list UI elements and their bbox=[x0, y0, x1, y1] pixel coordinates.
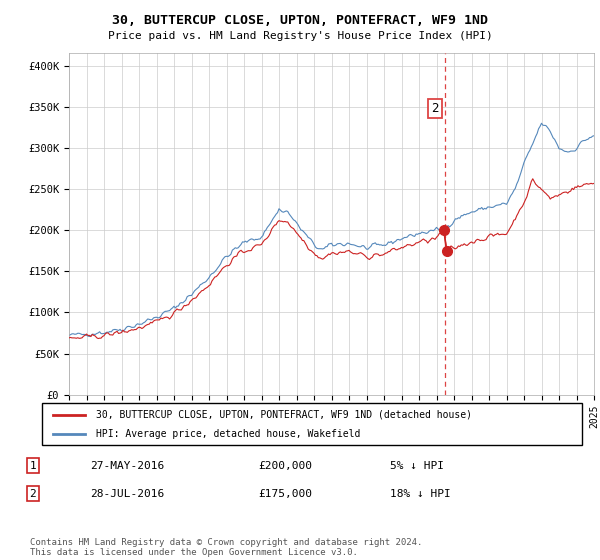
Text: £200,000: £200,000 bbox=[258, 461, 312, 471]
FancyBboxPatch shape bbox=[42, 403, 582, 445]
Text: 28-JUL-2016: 28-JUL-2016 bbox=[90, 489, 164, 499]
Text: 5% ↓ HPI: 5% ↓ HPI bbox=[390, 461, 444, 471]
Text: Contains HM Land Registry data © Crown copyright and database right 2024.
This d: Contains HM Land Registry data © Crown c… bbox=[30, 538, 422, 557]
Text: 2: 2 bbox=[29, 489, 37, 499]
Text: Price paid vs. HM Land Registry's House Price Index (HPI): Price paid vs. HM Land Registry's House … bbox=[107, 31, 493, 41]
Text: 2: 2 bbox=[431, 102, 439, 115]
Text: 27-MAY-2016: 27-MAY-2016 bbox=[90, 461, 164, 471]
Text: 30, BUTTERCUP CLOSE, UPTON, PONTEFRACT, WF9 1ND: 30, BUTTERCUP CLOSE, UPTON, PONTEFRACT, … bbox=[112, 14, 488, 27]
Text: 30, BUTTERCUP CLOSE, UPTON, PONTEFRACT, WF9 1ND (detached house): 30, BUTTERCUP CLOSE, UPTON, PONTEFRACT, … bbox=[96, 409, 472, 419]
Text: HPI: Average price, detached house, Wakefield: HPI: Average price, detached house, Wake… bbox=[96, 429, 361, 439]
Text: 18% ↓ HPI: 18% ↓ HPI bbox=[390, 489, 451, 499]
Text: 1: 1 bbox=[29, 461, 37, 471]
Text: £175,000: £175,000 bbox=[258, 489, 312, 499]
